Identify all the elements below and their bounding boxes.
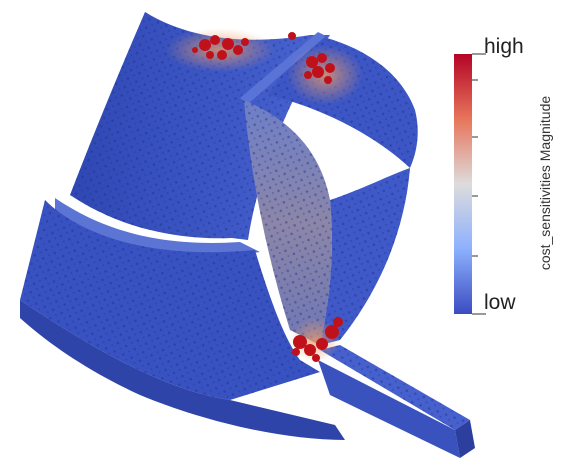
legend-color-bar xyxy=(454,54,472,314)
legend-high-label: high xyxy=(484,35,524,58)
hotspot-top-left xyxy=(192,32,296,60)
legend-low-label: low xyxy=(484,291,516,314)
legend-ticks xyxy=(472,53,486,315)
bar-side-face xyxy=(318,360,460,458)
hotspot-junction xyxy=(292,317,343,362)
legend-title: cost_sensitivities Magnitude xyxy=(537,95,553,271)
hotspot-right-fin xyxy=(304,53,335,84)
base-front-face xyxy=(20,300,345,440)
